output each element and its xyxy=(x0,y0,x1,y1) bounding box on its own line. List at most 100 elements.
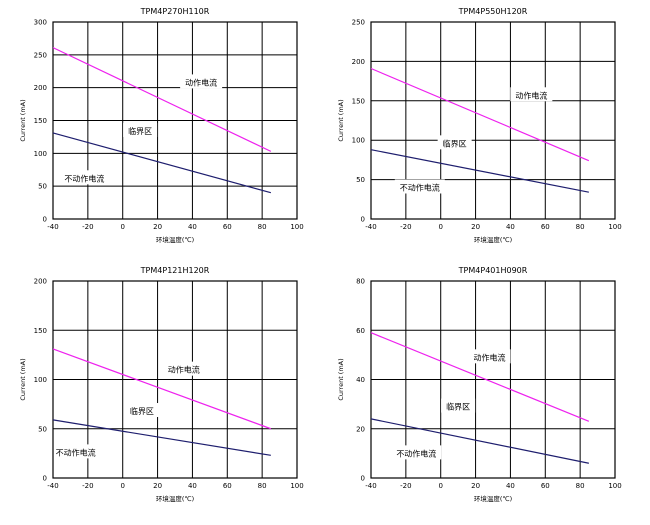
x-tick-label: 60 xyxy=(541,482,550,490)
x-tick-label: 20 xyxy=(153,482,162,490)
x-tick-label: -40 xyxy=(365,482,376,490)
region-label-backdrop xyxy=(441,398,476,413)
y-tick-label: 150 xyxy=(34,327,47,335)
plot-frame xyxy=(370,21,616,220)
x-tick-label: 60 xyxy=(223,482,232,490)
x-tick-label: 80 xyxy=(258,482,267,490)
y-tick-label: 0 xyxy=(43,475,47,483)
region-label: 不动作电流 xyxy=(396,448,436,458)
y-tick-label: 150 xyxy=(34,117,47,125)
chart-title: TPM4P550H120R xyxy=(458,7,528,16)
region-label-backdrop xyxy=(124,403,159,418)
region-label-backdrop xyxy=(59,170,110,185)
region-label: 不动作电流 xyxy=(64,173,104,183)
y-tick-label: 300 xyxy=(34,19,47,27)
plot-frame xyxy=(52,21,298,220)
chart-title: TPM4P121H120R xyxy=(140,266,210,275)
region-label: 不动作电流 xyxy=(400,182,440,192)
y-tick-label: 0 xyxy=(361,216,365,224)
x-tick-label: -40 xyxy=(365,223,376,231)
x-tick-label: 20 xyxy=(153,223,162,231)
x-axis-label: 环境温度(℃) xyxy=(156,235,194,244)
region-label-backdrop xyxy=(391,445,442,460)
y-tick-label: 100 xyxy=(352,137,365,145)
x-axis-label: 环境温度(℃) xyxy=(474,235,512,244)
y-tick-label: 200 xyxy=(34,278,47,286)
trip-current-line xyxy=(370,332,590,422)
region-label-backdrop xyxy=(50,444,101,459)
hold-current-line xyxy=(52,419,271,456)
x-tick-label: 20 xyxy=(471,223,480,231)
y-tick-label: 250 xyxy=(34,51,47,59)
x-tick-label: 80 xyxy=(576,482,585,490)
region-label: 临界区 xyxy=(130,406,154,416)
x-tick-label: 40 xyxy=(506,482,515,490)
x-tick-label: 100 xyxy=(290,223,303,231)
region-label: 临界区 xyxy=(128,126,152,136)
chart-title: TPM4P401H090R xyxy=(458,266,528,275)
x-tick-label: -20 xyxy=(400,223,411,231)
trip-current-line xyxy=(52,348,272,430)
x-tick-label: 0 xyxy=(120,223,124,231)
y-tick-label: 50 xyxy=(356,176,365,184)
y-tick-label: 250 xyxy=(352,19,365,27)
x-tick-label: 100 xyxy=(608,482,621,490)
y-tick-label: 150 xyxy=(352,97,365,105)
x-tick-label: -20 xyxy=(400,482,411,490)
y-tick-label: 40 xyxy=(356,376,365,384)
x-tick-label: 80 xyxy=(576,223,585,231)
x-tick-label: -20 xyxy=(82,482,93,490)
region-label: 临界区 xyxy=(446,402,470,412)
y-tick-label: 200 xyxy=(34,84,47,92)
x-axis-label: 环境温度(℃) xyxy=(156,494,194,503)
x-tick-label: -40 xyxy=(47,223,58,231)
region-label: 不动作电流 xyxy=(56,447,96,457)
region-label: 动作电流 xyxy=(474,352,506,362)
region-label: 动作电流 xyxy=(185,77,217,87)
y-tick-label: 200 xyxy=(352,58,365,66)
x-tick-label: 0 xyxy=(438,223,442,231)
region-label-backdrop xyxy=(394,179,445,194)
x-tick-label: -20 xyxy=(82,223,93,231)
x-tick-label: 60 xyxy=(223,223,232,231)
x-tick-label: 20 xyxy=(471,482,480,490)
region-label-backdrop xyxy=(123,123,158,138)
y-tick-label: 80 xyxy=(356,278,365,286)
chart-title: TPM4P270H110R xyxy=(140,7,210,16)
y-tick-label: 0 xyxy=(43,216,47,224)
x-tick-label: 100 xyxy=(290,482,303,490)
x-tick-label: 100 xyxy=(608,223,621,231)
plot-frame xyxy=(370,280,616,479)
x-tick-label: 40 xyxy=(188,223,197,231)
x-tick-label: 40 xyxy=(188,482,197,490)
y-tick-label: 50 xyxy=(38,425,47,433)
y-tick-label: 20 xyxy=(356,425,365,433)
trip-current-line xyxy=(52,47,272,152)
region-label-backdrop xyxy=(468,349,511,364)
region-label-backdrop xyxy=(180,74,223,89)
region-label: 动作电流 xyxy=(515,90,547,100)
y-axis-label: Current (mA) xyxy=(19,99,27,141)
y-axis-label: Current (mA) xyxy=(337,99,345,141)
x-tick-label: -40 xyxy=(47,482,58,490)
region-label: 动作电流 xyxy=(168,365,200,375)
x-axis-label: 环境温度(℃) xyxy=(474,494,512,503)
hold-current-line xyxy=(52,132,272,194)
region-label-backdrop xyxy=(162,361,205,376)
x-tick-label: 40 xyxy=(506,223,515,231)
y-tick-label: 100 xyxy=(34,376,47,384)
x-tick-label: 0 xyxy=(438,482,442,490)
y-axis-label: Current (mA) xyxy=(337,358,345,400)
x-tick-label: 80 xyxy=(258,223,267,231)
x-tick-label: 60 xyxy=(541,223,550,231)
y-tick-label: 0 xyxy=(361,475,365,483)
x-tick-label: 0 xyxy=(120,482,124,490)
plot-frame xyxy=(52,280,298,479)
y-axis-label: Current (mA) xyxy=(19,358,27,400)
y-tick-label: 60 xyxy=(356,327,365,335)
